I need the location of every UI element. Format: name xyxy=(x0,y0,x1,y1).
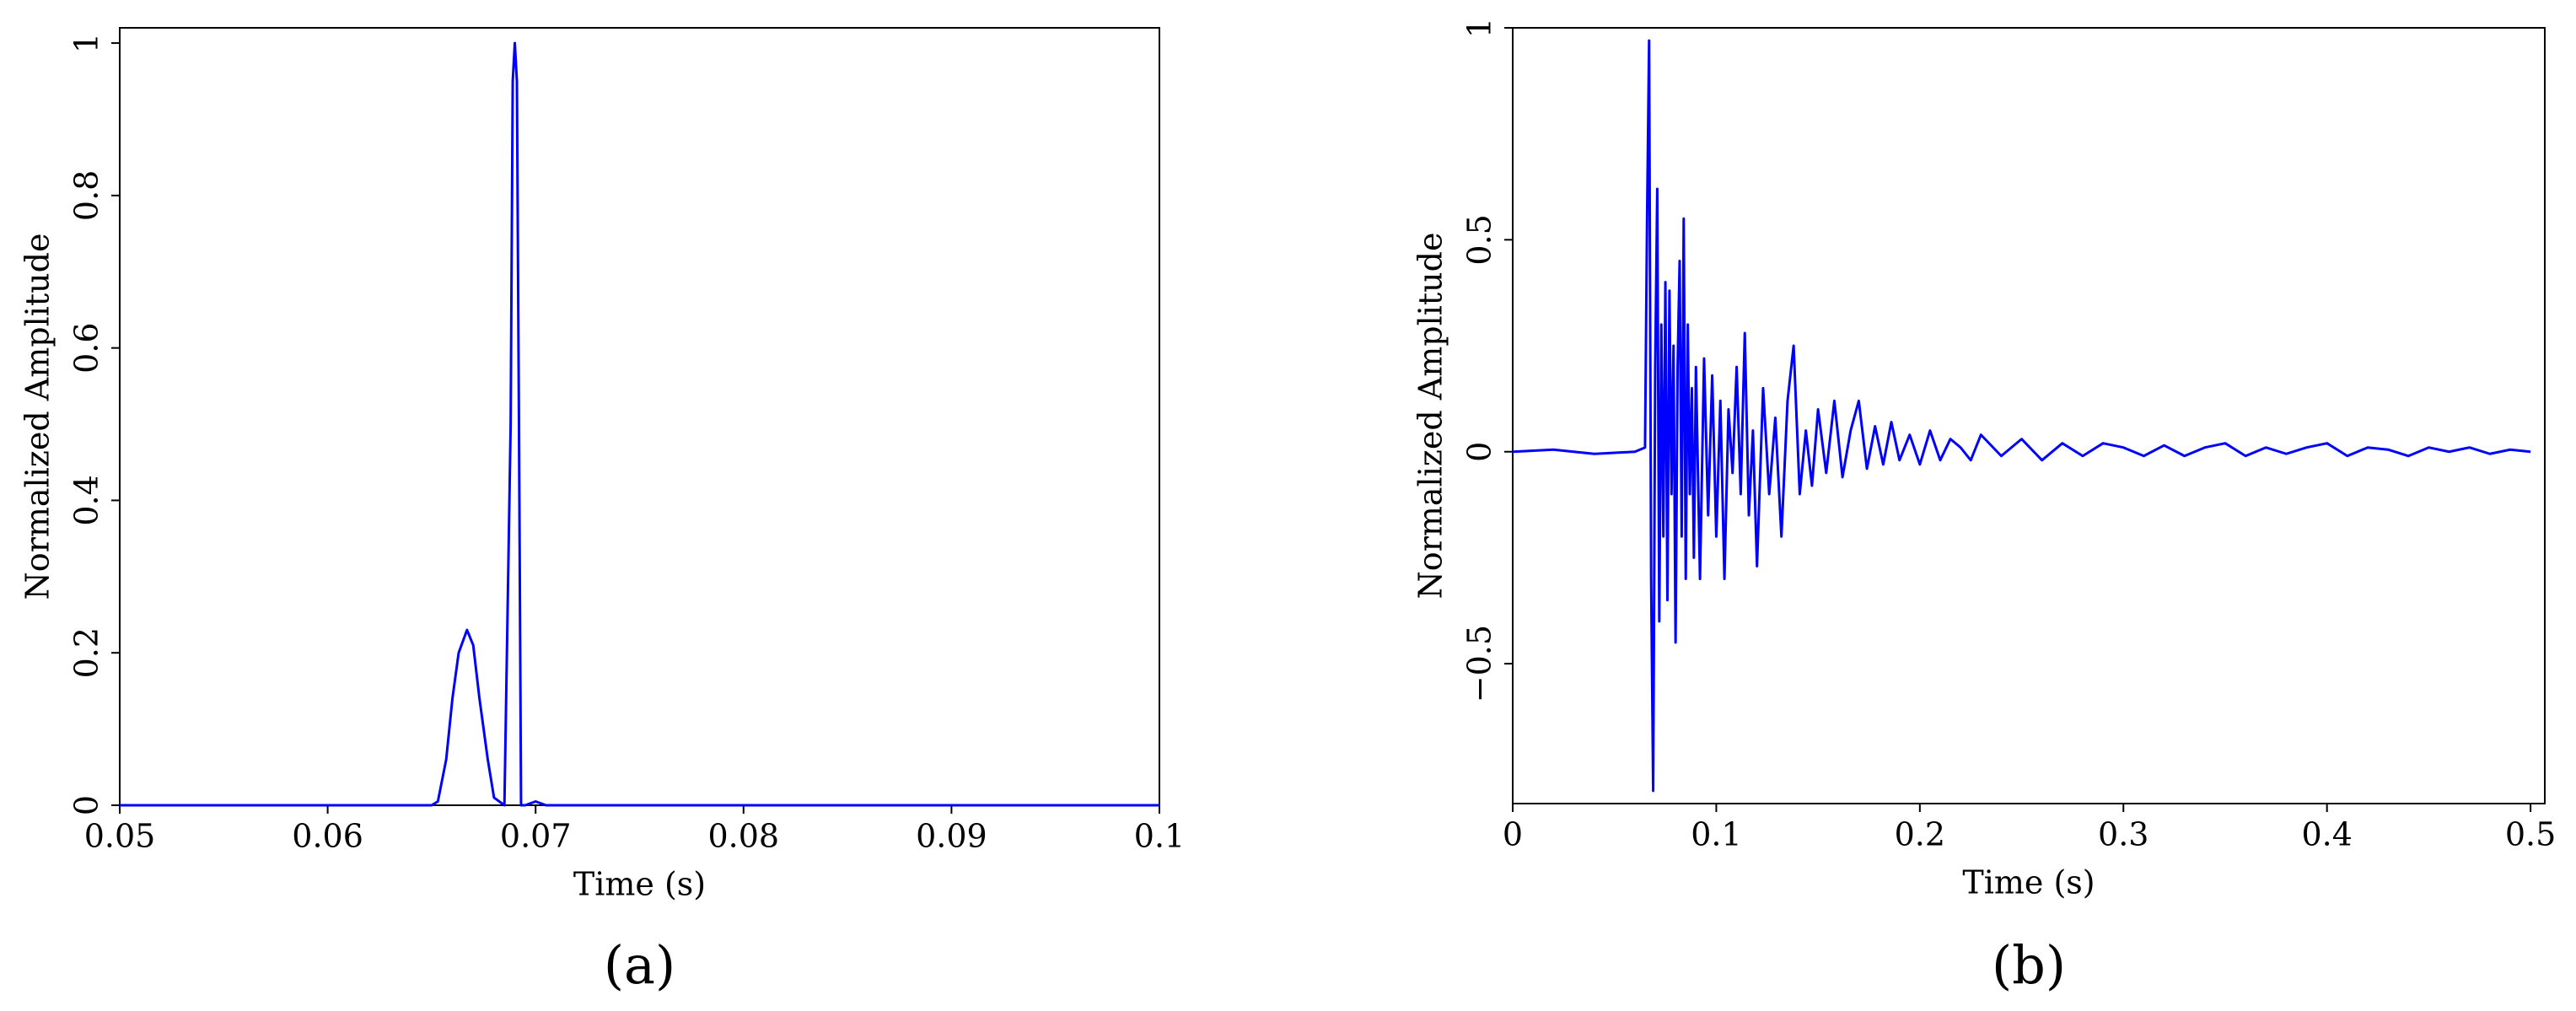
x-tick-label: 0.09 xyxy=(916,818,987,855)
x-tick-label: 0.1 xyxy=(1691,816,1741,853)
x-tick-label: 0.1 xyxy=(1134,818,1185,855)
x-tick-label: 0.3 xyxy=(2098,816,2148,853)
y-tick-label: 0 xyxy=(1461,442,1498,462)
x-tick-label: 0.5 xyxy=(2505,816,2556,853)
y-tick-label: 0.4 xyxy=(68,475,105,525)
plot-frame xyxy=(119,27,1160,806)
y-tick-label: 0.6 xyxy=(68,322,105,373)
y-axis-label: Normalized Amplitude xyxy=(19,234,56,600)
y-axis-label: Normalized Amplitude xyxy=(1412,233,1449,600)
x-axis-label: Time (s) xyxy=(1962,864,2095,901)
x-tick-label: 0.08 xyxy=(707,818,779,855)
y-tick-label: −0.5 xyxy=(1461,625,1498,702)
y-tick-label: 0.5 xyxy=(1461,214,1498,265)
y-tick-label: 1 xyxy=(1461,18,1498,38)
signal-line xyxy=(120,41,1159,807)
x-tick-label: 0.07 xyxy=(500,818,572,855)
y-tick-label: 0.8 xyxy=(68,170,105,221)
x-tick-label: 0.06 xyxy=(292,818,363,855)
panel-caption: (a) xyxy=(604,934,675,996)
x-tick-label: 0.05 xyxy=(84,818,156,855)
x-tick-label: 0.4 xyxy=(2301,816,2352,853)
y-tick-label: 0 xyxy=(68,795,105,815)
x-tick-label: 0 xyxy=(1503,816,1523,853)
y-tick-label: 0.2 xyxy=(68,627,105,678)
y-tick-label: 1 xyxy=(68,33,105,53)
x-tick-label: 0.2 xyxy=(1895,816,1945,853)
x-axis-label: Time (s) xyxy=(573,866,706,903)
signal-line xyxy=(1512,39,2531,793)
plot-frame xyxy=(1512,27,2546,804)
panel-caption: (b) xyxy=(1992,934,2066,996)
